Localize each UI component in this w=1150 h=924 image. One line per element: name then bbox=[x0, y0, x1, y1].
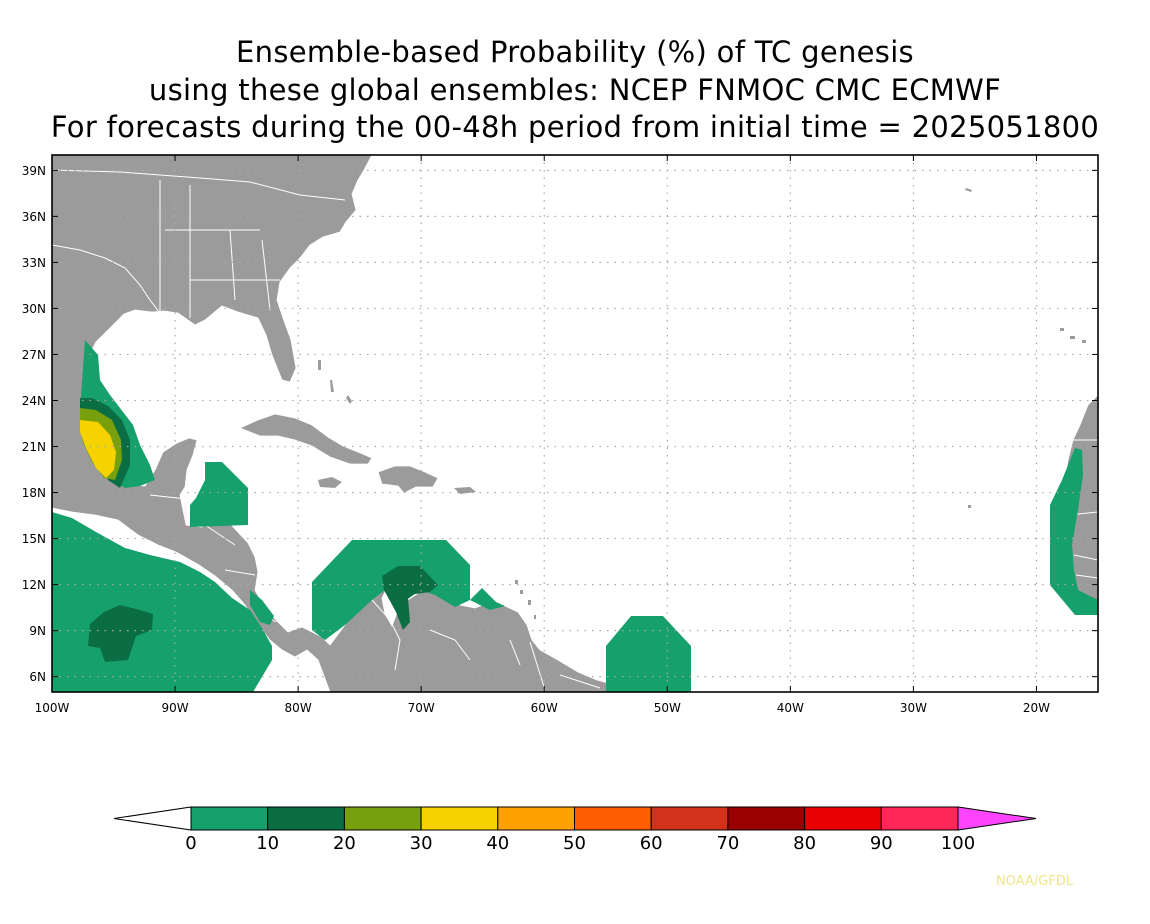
bahamas-islands bbox=[318, 360, 352, 404]
contour-panama-0-10 bbox=[250, 590, 274, 625]
lon-tick-label: 40W bbox=[777, 701, 804, 715]
lon-tick-label: 80W bbox=[285, 701, 312, 715]
cuba-land bbox=[238, 413, 373, 465]
colorbar-lower-extend bbox=[113, 806, 192, 831]
lon-tick-label: 20W bbox=[1023, 701, 1050, 715]
jamaica-land bbox=[318, 477, 342, 488]
colorbar-label: 90 bbox=[870, 833, 893, 854]
contour-west-africa-0-10 bbox=[1050, 448, 1098, 615]
title-line-3: For forecasts during the 00-48h period f… bbox=[50, 110, 1100, 144]
contour-yucatan-0-10 bbox=[190, 462, 248, 527]
lat-tick-label: 18N bbox=[22, 486, 46, 500]
lat-tick-label: 30N bbox=[22, 302, 46, 316]
lat-tick-label: 9N bbox=[29, 624, 46, 638]
contour-lesser-antilles-0-10 bbox=[470, 588, 505, 610]
lon-tick-label: 100W bbox=[35, 701, 70, 715]
lat-tick-label: 6N bbox=[29, 670, 46, 684]
colorbar-segment bbox=[190, 806, 269, 831]
colorbar-label: 80 bbox=[793, 833, 816, 854]
colorbar-segment bbox=[574, 806, 652, 831]
colorbar-upper-extend bbox=[957, 806, 1037, 831]
africa-borders bbox=[1067, 439, 1098, 579]
colorbar-label: 20 bbox=[333, 833, 356, 854]
lat-tick-label: 24N bbox=[22, 394, 46, 408]
colorbar-label: 30 bbox=[410, 833, 433, 854]
lesser-antilles-islands bbox=[515, 580, 536, 619]
colorbar-segment bbox=[267, 806, 345, 831]
lat-tick-label: 12N bbox=[22, 578, 46, 592]
colorbar-segment bbox=[650, 806, 729, 831]
north-america-land bbox=[52, 155, 636, 692]
lat-tick-label: 21N bbox=[22, 440, 46, 454]
colorbar-label: 40 bbox=[486, 833, 509, 854]
lon-tick-label: 70W bbox=[408, 701, 435, 715]
colorbar-segment bbox=[497, 806, 575, 831]
colorbar-segment bbox=[880, 806, 959, 831]
colorbar-segment bbox=[420, 806, 499, 831]
colorbar-label: 100 bbox=[941, 833, 975, 854]
colorbar-segment bbox=[343, 806, 422, 831]
central-america-borders bbox=[149, 494, 277, 623]
colorbar-segment bbox=[804, 806, 882, 831]
colorbar-label: 50 bbox=[563, 833, 586, 854]
us-state-lines bbox=[159, 180, 280, 318]
contour-atlantic-0-10 bbox=[606, 616, 691, 692]
lon-tick-label: 60W bbox=[531, 701, 558, 715]
title-line-1: Ensemble-based Probability (%) of TC gen… bbox=[236, 35, 914, 69]
lat-tick-label: 27N bbox=[22, 348, 46, 362]
land-layer bbox=[52, 155, 1098, 692]
lat-tick-label: 36N bbox=[22, 210, 46, 224]
contour-caribbean-10-20 bbox=[382, 566, 438, 630]
canary-islands bbox=[1060, 328, 1086, 343]
title-line-2: using these global ensembles: NCEP FNMOC… bbox=[148, 73, 1002, 107]
colorbar-label: 10 bbox=[256, 833, 279, 854]
probability-contours bbox=[52, 340, 1098, 692]
credit-text: NOAA/GFDL bbox=[996, 874, 1074, 889]
lat-tick-label: 39N bbox=[22, 164, 46, 178]
colorbar-label: 60 bbox=[640, 833, 663, 854]
axis-ticks: 39N 36N 33N 30N 27N 24N 21N 18N 15N 12N 9N 6N 100W 90… bbox=[22, 155, 1098, 715]
lon-tick-label: 90W bbox=[161, 701, 188, 715]
lon-tick-label: 30W bbox=[900, 701, 927, 715]
lat-tick-label: 33N bbox=[22, 256, 46, 270]
colorbar-segment bbox=[727, 806, 806, 831]
colorbar: 0 10 20 30 40 50 60 70 80 90 100 bbox=[113, 806, 1037, 854]
contour-gulf-mexico-30-40 bbox=[80, 420, 116, 478]
us-mexico-border bbox=[52, 244, 161, 314]
contour-eastern-pacific-10-20 bbox=[88, 605, 153, 662]
lat-tick-label: 15N bbox=[22, 532, 46, 546]
puerto-rico-land bbox=[454, 487, 476, 494]
hispaniola-land bbox=[377, 465, 439, 494]
map-frame bbox=[51, 154, 1099, 693]
us-canada-border bbox=[52, 169, 346, 201]
lon-tick-label: 50W bbox=[654, 701, 681, 715]
colorbar-label: 0 bbox=[185, 833, 196, 854]
colorbar-label: 70 bbox=[716, 833, 739, 854]
south-america-borders bbox=[371, 599, 601, 691]
political-borders bbox=[52, 169, 1098, 691]
